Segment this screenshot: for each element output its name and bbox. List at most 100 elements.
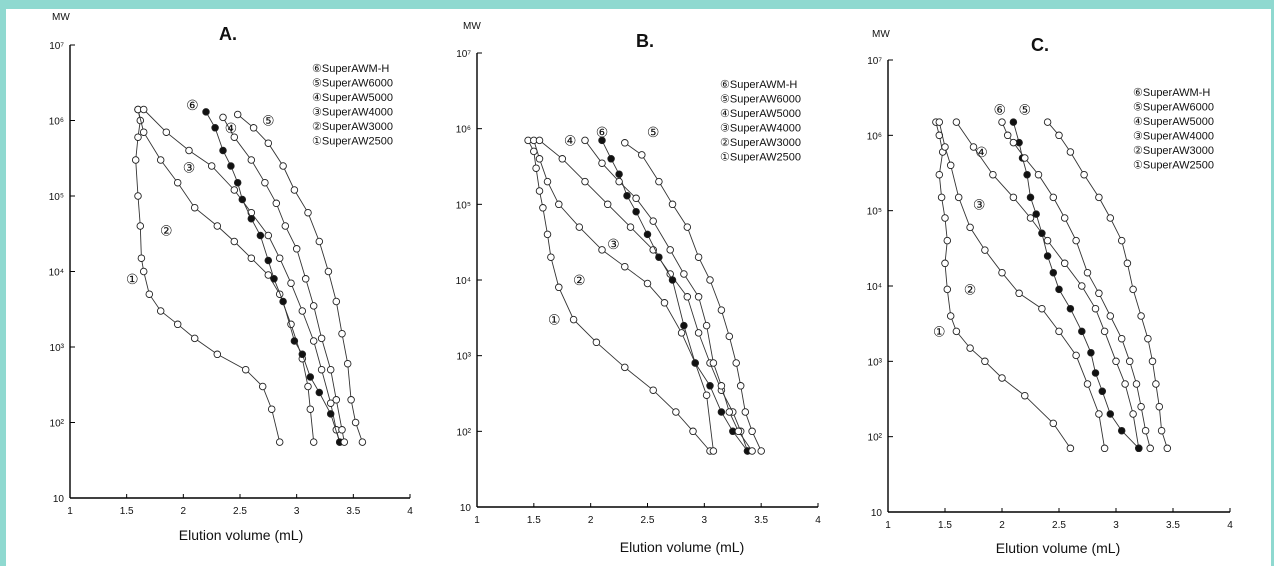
data-point (134, 192, 142, 200)
data-point (1021, 391, 1029, 400)
data-point (725, 408, 734, 416)
data-point (1038, 304, 1046, 313)
data-point (626, 223, 635, 231)
legend-entry: ⑤SuperAW6000 (312, 78, 393, 90)
data-point (543, 177, 552, 186)
x-tick-label: 1.5 (527, 515, 541, 526)
data-point (258, 382, 267, 391)
x-axis-label: Elution volume (mL) (996, 540, 1121, 556)
data-point (275, 438, 284, 446)
data-point (748, 427, 756, 436)
series-line (584, 140, 753, 452)
data-point (1125, 357, 1134, 366)
data-point (607, 155, 615, 163)
y-unit-label: MW (52, 12, 70, 23)
data-point (694, 293, 703, 301)
series-line (527, 140, 711, 452)
data-point (736, 382, 745, 390)
legend-entry: ②SuperAW3000 (312, 121, 393, 133)
x-tick-label: 2.5 (641, 515, 655, 526)
data-point (338, 426, 346, 434)
data-point (315, 237, 324, 246)
data-point (190, 203, 199, 212)
top-frame-bar (0, 0, 1274, 9)
data-point (131, 156, 140, 164)
y-tick-label: 10⁵ (867, 207, 882, 218)
series-SuperAW4000: ③ (535, 136, 752, 455)
y-unit-label: MW (872, 29, 890, 40)
series-marker-label: ④ (225, 120, 238, 136)
data-point (1148, 357, 1157, 366)
data-point (734, 427, 743, 436)
data-point (683, 223, 692, 231)
data-point (219, 146, 227, 155)
data-point (1106, 410, 1115, 418)
data-point (156, 307, 165, 315)
data-point (694, 253, 703, 261)
chart-panel-c: 1 1.5 2 2.5 3 3.5 4 10 10² 10³ 10⁴ 10⁵ 10⁶ 10⁷ MW C. Elu… (867, 29, 1234, 556)
data-point (649, 386, 657, 394)
data-point (615, 170, 623, 178)
data-point (1117, 236, 1126, 245)
data-point (706, 276, 714, 284)
x-tick-label: 3 (1113, 520, 1119, 531)
data-point (139, 105, 148, 114)
data-point (998, 118, 1006, 126)
data-point (1078, 282, 1086, 290)
data-point (156, 156, 165, 164)
data-point (532, 164, 540, 172)
x-tick-label: 2 (588, 515, 594, 526)
data-point (315, 388, 324, 397)
series-line (539, 140, 748, 452)
data-point (632, 194, 640, 203)
data-point (241, 365, 250, 374)
series-marker-label: ⑤ (262, 113, 275, 129)
series-line (624, 142, 762, 452)
data-point (272, 199, 281, 208)
legend-entry: ⑥SuperAWM-H (312, 63, 389, 75)
data-point (1055, 327, 1063, 336)
data-point (946, 312, 955, 320)
legend-entry: ①SuperAW2500 (720, 152, 801, 164)
data-point (1100, 327, 1109, 336)
data-point (1129, 285, 1137, 294)
data-point (732, 359, 740, 367)
data-point (317, 365, 326, 374)
data-point (981, 246, 989, 254)
data-point (1083, 380, 1092, 388)
data-point (309, 438, 318, 446)
data-point (1032, 210, 1040, 218)
data-point (247, 254, 256, 262)
data-point (757, 447, 765, 455)
data-point (1043, 252, 1052, 260)
y-tick-label: 10² (457, 427, 472, 438)
series-SuperAW4000: ③ (952, 118, 1143, 453)
data-point (1091, 369, 1100, 377)
data-point (621, 139, 629, 147)
data-point (621, 262, 629, 271)
data-point (287, 279, 295, 287)
y-tick-label: 10⁴ (867, 282, 882, 293)
data-point (137, 254, 146, 262)
data-point (358, 438, 367, 446)
data-point (233, 178, 242, 187)
series-line (237, 114, 363, 443)
data-point (660, 299, 669, 307)
data-point (649, 217, 657, 225)
data-point (347, 396, 355, 404)
legend-entry: ①SuperAW2500 (312, 136, 393, 148)
data-point (943, 285, 952, 294)
data-point (340, 438, 349, 446)
chart-title: C. (1031, 35, 1049, 55)
data-point (555, 283, 563, 292)
series-SuperAW5000: ④ (564, 132, 756, 455)
data-point (1023, 170, 1031, 179)
data-point (547, 253, 555, 261)
series-marker-label: ② (964, 281, 977, 297)
y-unit-label: MW (463, 21, 481, 32)
series-marker-label: ⑥ (186, 97, 199, 113)
data-point (643, 230, 652, 239)
data-point (139, 128, 148, 136)
data-point (1146, 444, 1154, 453)
data-point (247, 214, 256, 223)
